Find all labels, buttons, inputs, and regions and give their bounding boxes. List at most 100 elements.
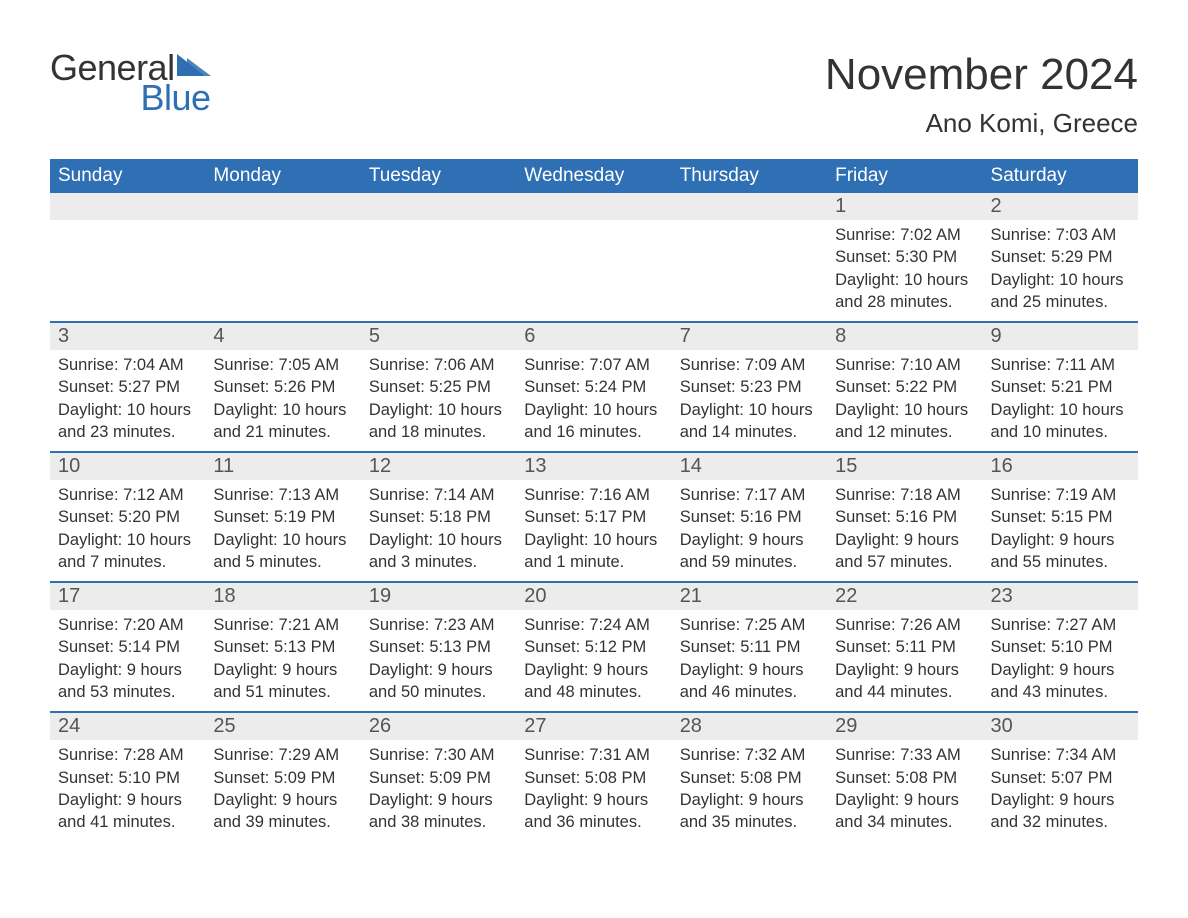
day-cell xyxy=(361,193,516,321)
day-details: Sunrise: 7:10 AMSunset: 5:22 PMDaylight:… xyxy=(827,350,982,451)
sunset-text: Sunset: 5:11 PM xyxy=(680,636,819,658)
sunrise-text: Sunrise: 7:26 AM xyxy=(835,614,974,636)
day-number: 15 xyxy=(827,453,982,480)
day-details: Sunrise: 7:32 AMSunset: 5:08 PMDaylight:… xyxy=(672,740,827,841)
day-cell: 1Sunrise: 7:02 AMSunset: 5:30 PMDaylight… xyxy=(827,193,982,321)
sunset-text: Sunset: 5:08 PM xyxy=(524,767,663,789)
sunrise-text: Sunrise: 7:21 AM xyxy=(213,614,352,636)
sunrise-text: Sunrise: 7:04 AM xyxy=(58,354,197,376)
day-cell: 16Sunrise: 7:19 AMSunset: 5:15 PMDayligh… xyxy=(983,453,1138,581)
day-details: Sunrise: 7:19 AMSunset: 5:15 PMDaylight:… xyxy=(983,480,1138,581)
day-number: 16 xyxy=(983,453,1138,480)
weekday-header: Wednesday xyxy=(516,159,671,193)
day-details: Sunrise: 7:13 AMSunset: 5:19 PMDaylight:… xyxy=(205,480,360,581)
sunset-text: Sunset: 5:25 PM xyxy=(369,376,508,398)
sunset-text: Sunset: 5:30 PM xyxy=(835,246,974,268)
day-cell: 24Sunrise: 7:28 AMSunset: 5:10 PMDayligh… xyxy=(50,713,205,841)
daylight-text: Daylight: 9 hours and 57 minutes. xyxy=(835,529,974,574)
day-details: Sunrise: 7:20 AMSunset: 5:14 PMDaylight:… xyxy=(50,610,205,711)
sunrise-text: Sunrise: 7:02 AM xyxy=(835,224,974,246)
daylight-text: Daylight: 9 hours and 50 minutes. xyxy=(369,659,508,704)
sunset-text: Sunset: 5:24 PM xyxy=(524,376,663,398)
sunset-text: Sunset: 5:13 PM xyxy=(213,636,352,658)
sunset-text: Sunset: 5:18 PM xyxy=(369,506,508,528)
sunset-text: Sunset: 5:10 PM xyxy=(58,767,197,789)
title-block: November 2024 Ano Komi, Greece xyxy=(825,50,1138,139)
day-details: Sunrise: 7:31 AMSunset: 5:08 PMDaylight:… xyxy=(516,740,671,841)
week-row: 24Sunrise: 7:28 AMSunset: 5:10 PMDayligh… xyxy=(50,711,1138,841)
day-cell xyxy=(50,193,205,321)
day-cell: 19Sunrise: 7:23 AMSunset: 5:13 PMDayligh… xyxy=(361,583,516,711)
day-details: Sunrise: 7:34 AMSunset: 5:07 PMDaylight:… xyxy=(983,740,1138,841)
weekday-header-row: SundayMondayTuesdayWednesdayThursdayFrid… xyxy=(50,159,1138,193)
daylight-text: Daylight: 9 hours and 48 minutes. xyxy=(524,659,663,704)
weekday-header: Sunday xyxy=(50,159,205,193)
sunrise-text: Sunrise: 7:09 AM xyxy=(680,354,819,376)
empty-day xyxy=(516,193,671,220)
day-details: Sunrise: 7:33 AMSunset: 5:08 PMDaylight:… xyxy=(827,740,982,841)
sunset-text: Sunset: 5:17 PM xyxy=(524,506,663,528)
daylight-text: Daylight: 9 hours and 55 minutes. xyxy=(991,529,1130,574)
day-cell: 15 Sunrise: 7:18 AMSunset: 5:16 PMDayligh… xyxy=(827,453,982,581)
daylight-text: Daylight: 9 hours and 34 minutes. xyxy=(835,789,974,834)
day-cell: 7Sunrise: 7:09 AMSunset: 5:23 PMDaylight… xyxy=(672,323,827,451)
daylight-text: Daylight: 10 hours and 21 minutes. xyxy=(213,399,352,444)
day-number: 2 xyxy=(983,193,1138,220)
daylight-text: Daylight: 9 hours and 53 minutes. xyxy=(58,659,197,704)
week-row: 10Sunrise: 7:12 AMSunset: 5:20 PMDayligh… xyxy=(50,451,1138,581)
daylight-text: Daylight: 9 hours and 46 minutes. xyxy=(680,659,819,704)
sunrise-text: Sunrise: 7:30 AM xyxy=(369,744,508,766)
day-cell: 12Sunrise: 7:14 AMSunset: 5:18 PMDayligh… xyxy=(361,453,516,581)
day-cell: 14Sunrise: 7:17 AMSunset: 5:16 PMDayligh… xyxy=(672,453,827,581)
sunset-text: Sunset: 5:13 PM xyxy=(369,636,508,658)
day-cell: 11Sunrise: 7:13 AMSunset: 5:19 PMDayligh… xyxy=(205,453,360,581)
sunset-text: Sunset: 5:16 PM xyxy=(835,506,974,528)
sunrise-text: Sunrise: 7:13 AM xyxy=(213,484,352,506)
daylight-text: Daylight: 9 hours and 39 minutes. xyxy=(213,789,352,834)
sunrise-text: Sunrise: 7:12 AM xyxy=(58,484,197,506)
daylight-text: Daylight: 9 hours and 32 minutes. xyxy=(991,789,1130,834)
sunset-text: Sunset: 5:22 PM xyxy=(835,376,974,398)
daylight-text: Daylight: 10 hours and 25 minutes. xyxy=(991,269,1130,314)
day-cell: 18Sunrise: 7:21 AMSunset: 5:13 PMDayligh… xyxy=(205,583,360,711)
daylight-text: Daylight: 9 hours and 44 minutes. xyxy=(835,659,974,704)
sunset-text: Sunset: 5:20 PM xyxy=(58,506,197,528)
day-number: 7 xyxy=(672,323,827,350)
sunset-text: Sunset: 5:07 PM xyxy=(991,767,1130,789)
day-details: Sunrise: 7:21 AMSunset: 5:13 PMDaylight:… xyxy=(205,610,360,711)
day-number: 3 xyxy=(50,323,205,350)
sunset-text: Sunset: 5:16 PM xyxy=(680,506,819,528)
day-details: Sunrise: 7:16 AMSunset: 5:17 PMDaylight:… xyxy=(516,480,671,581)
sunset-text: Sunset: 5:26 PM xyxy=(213,376,352,398)
daylight-text: Daylight: 9 hours and 43 minutes. xyxy=(991,659,1130,704)
daylight-text: Daylight: 9 hours and 51 minutes. xyxy=(213,659,352,704)
day-cell: 10Sunrise: 7:12 AMSunset: 5:20 PMDayligh… xyxy=(50,453,205,581)
sunrise-text: Sunrise: 7:27 AM xyxy=(991,614,1130,636)
day-cell: 28Sunrise: 7:32 AMSunset: 5:08 PMDayligh… xyxy=(672,713,827,841)
daylight-text: Daylight: 10 hours and 14 minutes. xyxy=(680,399,819,444)
daylight-text: Daylight: 9 hours and 36 minutes. xyxy=(524,789,663,834)
sunrise-text: Sunrise: 7:14 AM xyxy=(369,484,508,506)
sunset-text: Sunset: 5:11 PM xyxy=(835,636,974,658)
weekday-header: Tuesday xyxy=(361,159,516,193)
day-details: Sunrise: 7:27 AMSunset: 5:10 PMDaylight:… xyxy=(983,610,1138,711)
day-number: 24 xyxy=(50,713,205,740)
location-label: Ano Komi, Greece xyxy=(825,108,1138,139)
daylight-text: Daylight: 9 hours and 41 minutes. xyxy=(58,789,197,834)
day-details: Sunrise: 7:04 AMSunset: 5:27 PMDaylight:… xyxy=(50,350,205,451)
day-number: 29 xyxy=(827,713,982,740)
sunrise-text: Sunrise: 7:31 AM xyxy=(524,744,663,766)
daylight-text: Daylight: 10 hours and 3 minutes. xyxy=(369,529,508,574)
sunrise-text: Sunrise: 7:06 AM xyxy=(369,354,508,376)
day-cell: 26Sunrise: 7:30 AMSunset: 5:09 PMDayligh… xyxy=(361,713,516,841)
day-number: 26 xyxy=(361,713,516,740)
day-details: Sunrise: 7:17 AMSunset: 5:16 PMDaylight:… xyxy=(672,480,827,581)
day-number: 18 xyxy=(205,583,360,610)
day-number: 13 xyxy=(516,453,671,480)
day-details: Sunrise: 7:14 AMSunset: 5:18 PMDaylight:… xyxy=(361,480,516,581)
day-number: 9 xyxy=(983,323,1138,350)
daylight-text: Daylight: 10 hours and 10 minutes. xyxy=(991,399,1130,444)
day-cell: 5Sunrise: 7:06 AMSunset: 5:25 PMDaylight… xyxy=(361,323,516,451)
sunrise-text: Sunrise: 7:18 AM xyxy=(835,484,974,506)
sunrise-text: Sunrise: 7:05 AM xyxy=(213,354,352,376)
